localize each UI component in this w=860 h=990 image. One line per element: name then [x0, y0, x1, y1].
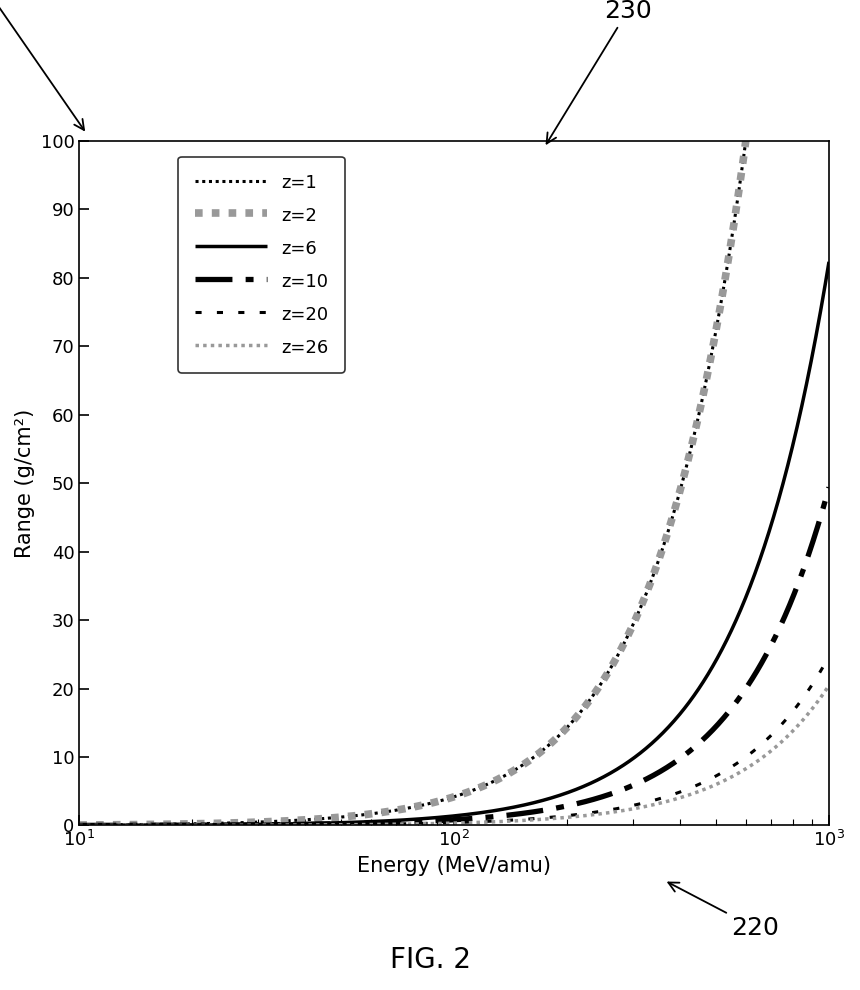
- X-axis label: Energy (MeV/amu): Energy (MeV/amu): [357, 856, 551, 876]
- Text: 200: 200: [0, 0, 84, 130]
- Text: 220: 220: [668, 882, 779, 940]
- Y-axis label: Range (g/cm²): Range (g/cm²): [15, 409, 35, 557]
- Text: 230: 230: [547, 0, 652, 144]
- Legend: z=1, z=2, z=6, z=10, z=20, z=26: z=1, z=2, z=6, z=10, z=20, z=26: [178, 156, 345, 373]
- Text: FIG. 2: FIG. 2: [390, 946, 470, 974]
